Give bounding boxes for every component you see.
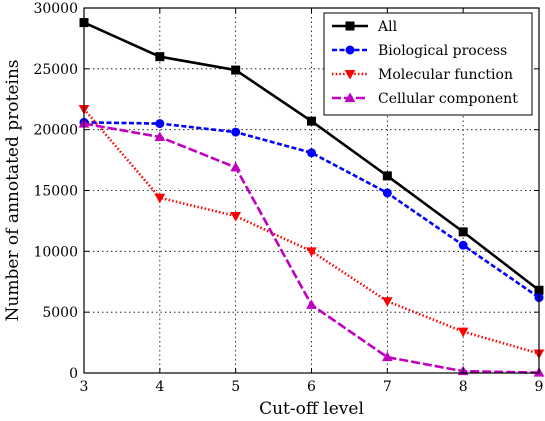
data-point (381, 351, 393, 362)
y-axis-label: Number of annotated proteins (3, 59, 23, 321)
y-tick-label: 25000 (33, 62, 78, 78)
tick-layer: 3 4 5 6 7 8 9 0 5000 10000 15000 20000 25000 30000 (33, 1, 543, 395)
data-point (154, 193, 166, 204)
x-tick-label: 8 (459, 379, 468, 395)
legend-marker (344, 92, 356, 102)
legend-marker (345, 45, 355, 55)
legend-label: Cellular component (378, 91, 518, 107)
y-tick-label: 0 (69, 366, 78, 382)
data-point (382, 188, 392, 198)
legend-item: All (332, 19, 398, 35)
x-tick-label: 6 (307, 379, 316, 395)
legend-item: Molecular function (332, 67, 513, 83)
y-tick-label: 10000 (33, 244, 78, 260)
x-tick-label: 7 (383, 379, 392, 395)
legend: All Biological process Molecular function C… (323, 12, 533, 116)
x-tick-label: 5 (231, 379, 240, 395)
legend-item: Cellular component (332, 91, 518, 107)
y-tick-label: 20000 (33, 123, 78, 139)
data-point (231, 127, 241, 137)
data-point (155, 52, 165, 62)
data-point (457, 327, 469, 338)
data-point (458, 240, 468, 250)
legend-label: Biological process (378, 43, 507, 59)
y-tick-label: 5000 (42, 305, 78, 321)
series-layer (78, 18, 545, 377)
data-point (155, 119, 165, 129)
data-point (381, 297, 393, 307)
series-line (83, 108, 540, 355)
data-point (306, 247, 317, 257)
data-point (382, 171, 392, 181)
data-point (230, 212, 242, 222)
data-point (307, 148, 316, 158)
data-point (307, 116, 316, 126)
legend-marker (345, 21, 355, 31)
data-point (306, 299, 317, 309)
x-tick-label: 9 (535, 379, 544, 395)
legend-label: Molecular function (378, 67, 513, 83)
y-tick-label: 15000 (33, 184, 78, 200)
data-point (231, 65, 241, 75)
x-tick-label: 4 (155, 379, 164, 395)
x-tick-label: 3 (80, 379, 89, 395)
y-tick-label: 30000 (33, 1, 78, 17)
legend-marker (344, 70, 356, 80)
data-point (458, 227, 468, 237)
data-point (154, 131, 166, 141)
x-axis-label: Cut-off level (259, 399, 364, 419)
legend-label: All (377, 19, 398, 35)
legend-item: Biological process (332, 43, 507, 59)
data-point (230, 161, 242, 172)
